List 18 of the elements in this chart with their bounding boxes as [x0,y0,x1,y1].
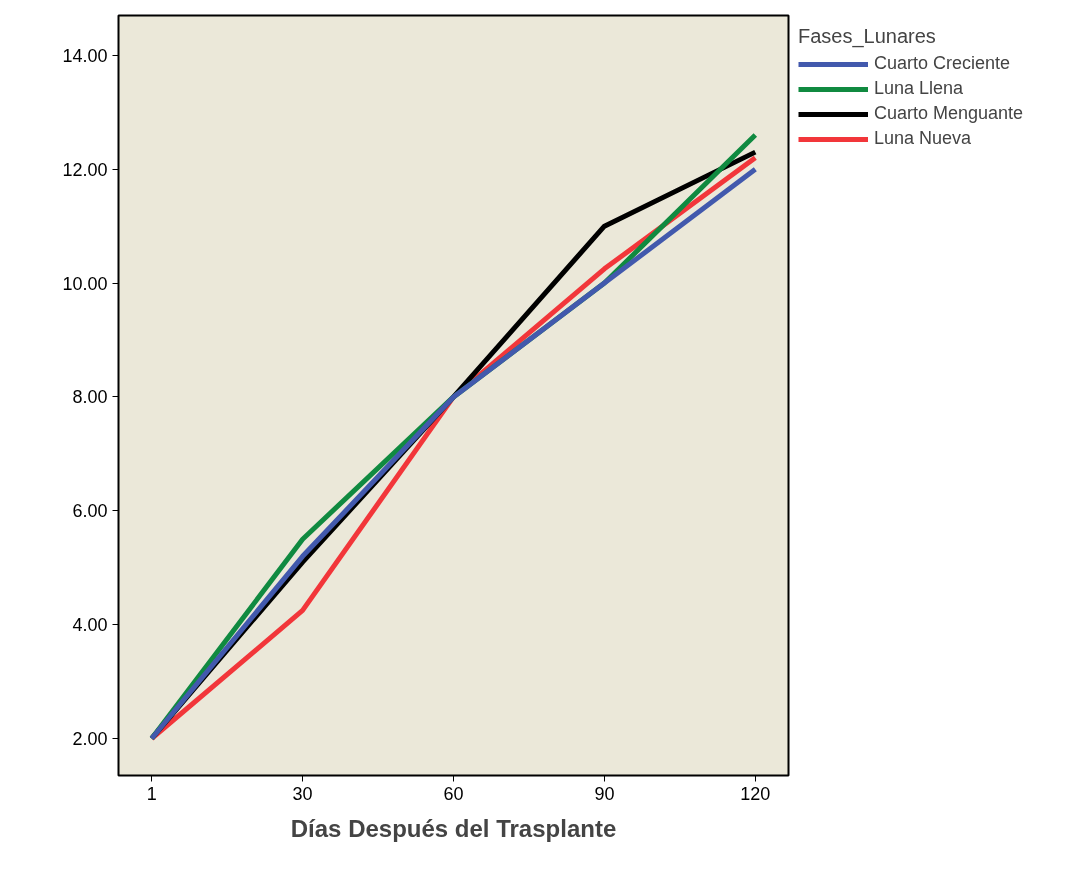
y-tick-label: 14.00 [62,45,108,66]
x-tick-label: 60 [443,783,464,804]
legend-label: Cuarto Creciente [874,53,1011,74]
x-tick-label: 1 [146,783,157,804]
legend-label: Luna Nueva [874,128,972,149]
x-axis-title: Días Después del Trasplante [290,814,617,842]
legend-title: Fases_Lunares [798,25,937,48]
x-tick-label: 120 [740,783,771,804]
y-tick-label: 8.00 [72,387,108,408]
y-tick-label: 4.00 [72,615,108,636]
x-tick-label: 90 [594,783,615,804]
legend-label: Luna Llena [874,78,964,99]
y-tick-label: 6.00 [72,501,108,522]
legend-label: Cuarto Menguante [874,103,1024,124]
y-tick-label: 10.00 [62,273,108,294]
y-tick-label: 2.00 [72,729,108,749]
y-tick-label: 12.00 [62,159,108,180]
x-tick-label: 30 [292,783,313,804]
